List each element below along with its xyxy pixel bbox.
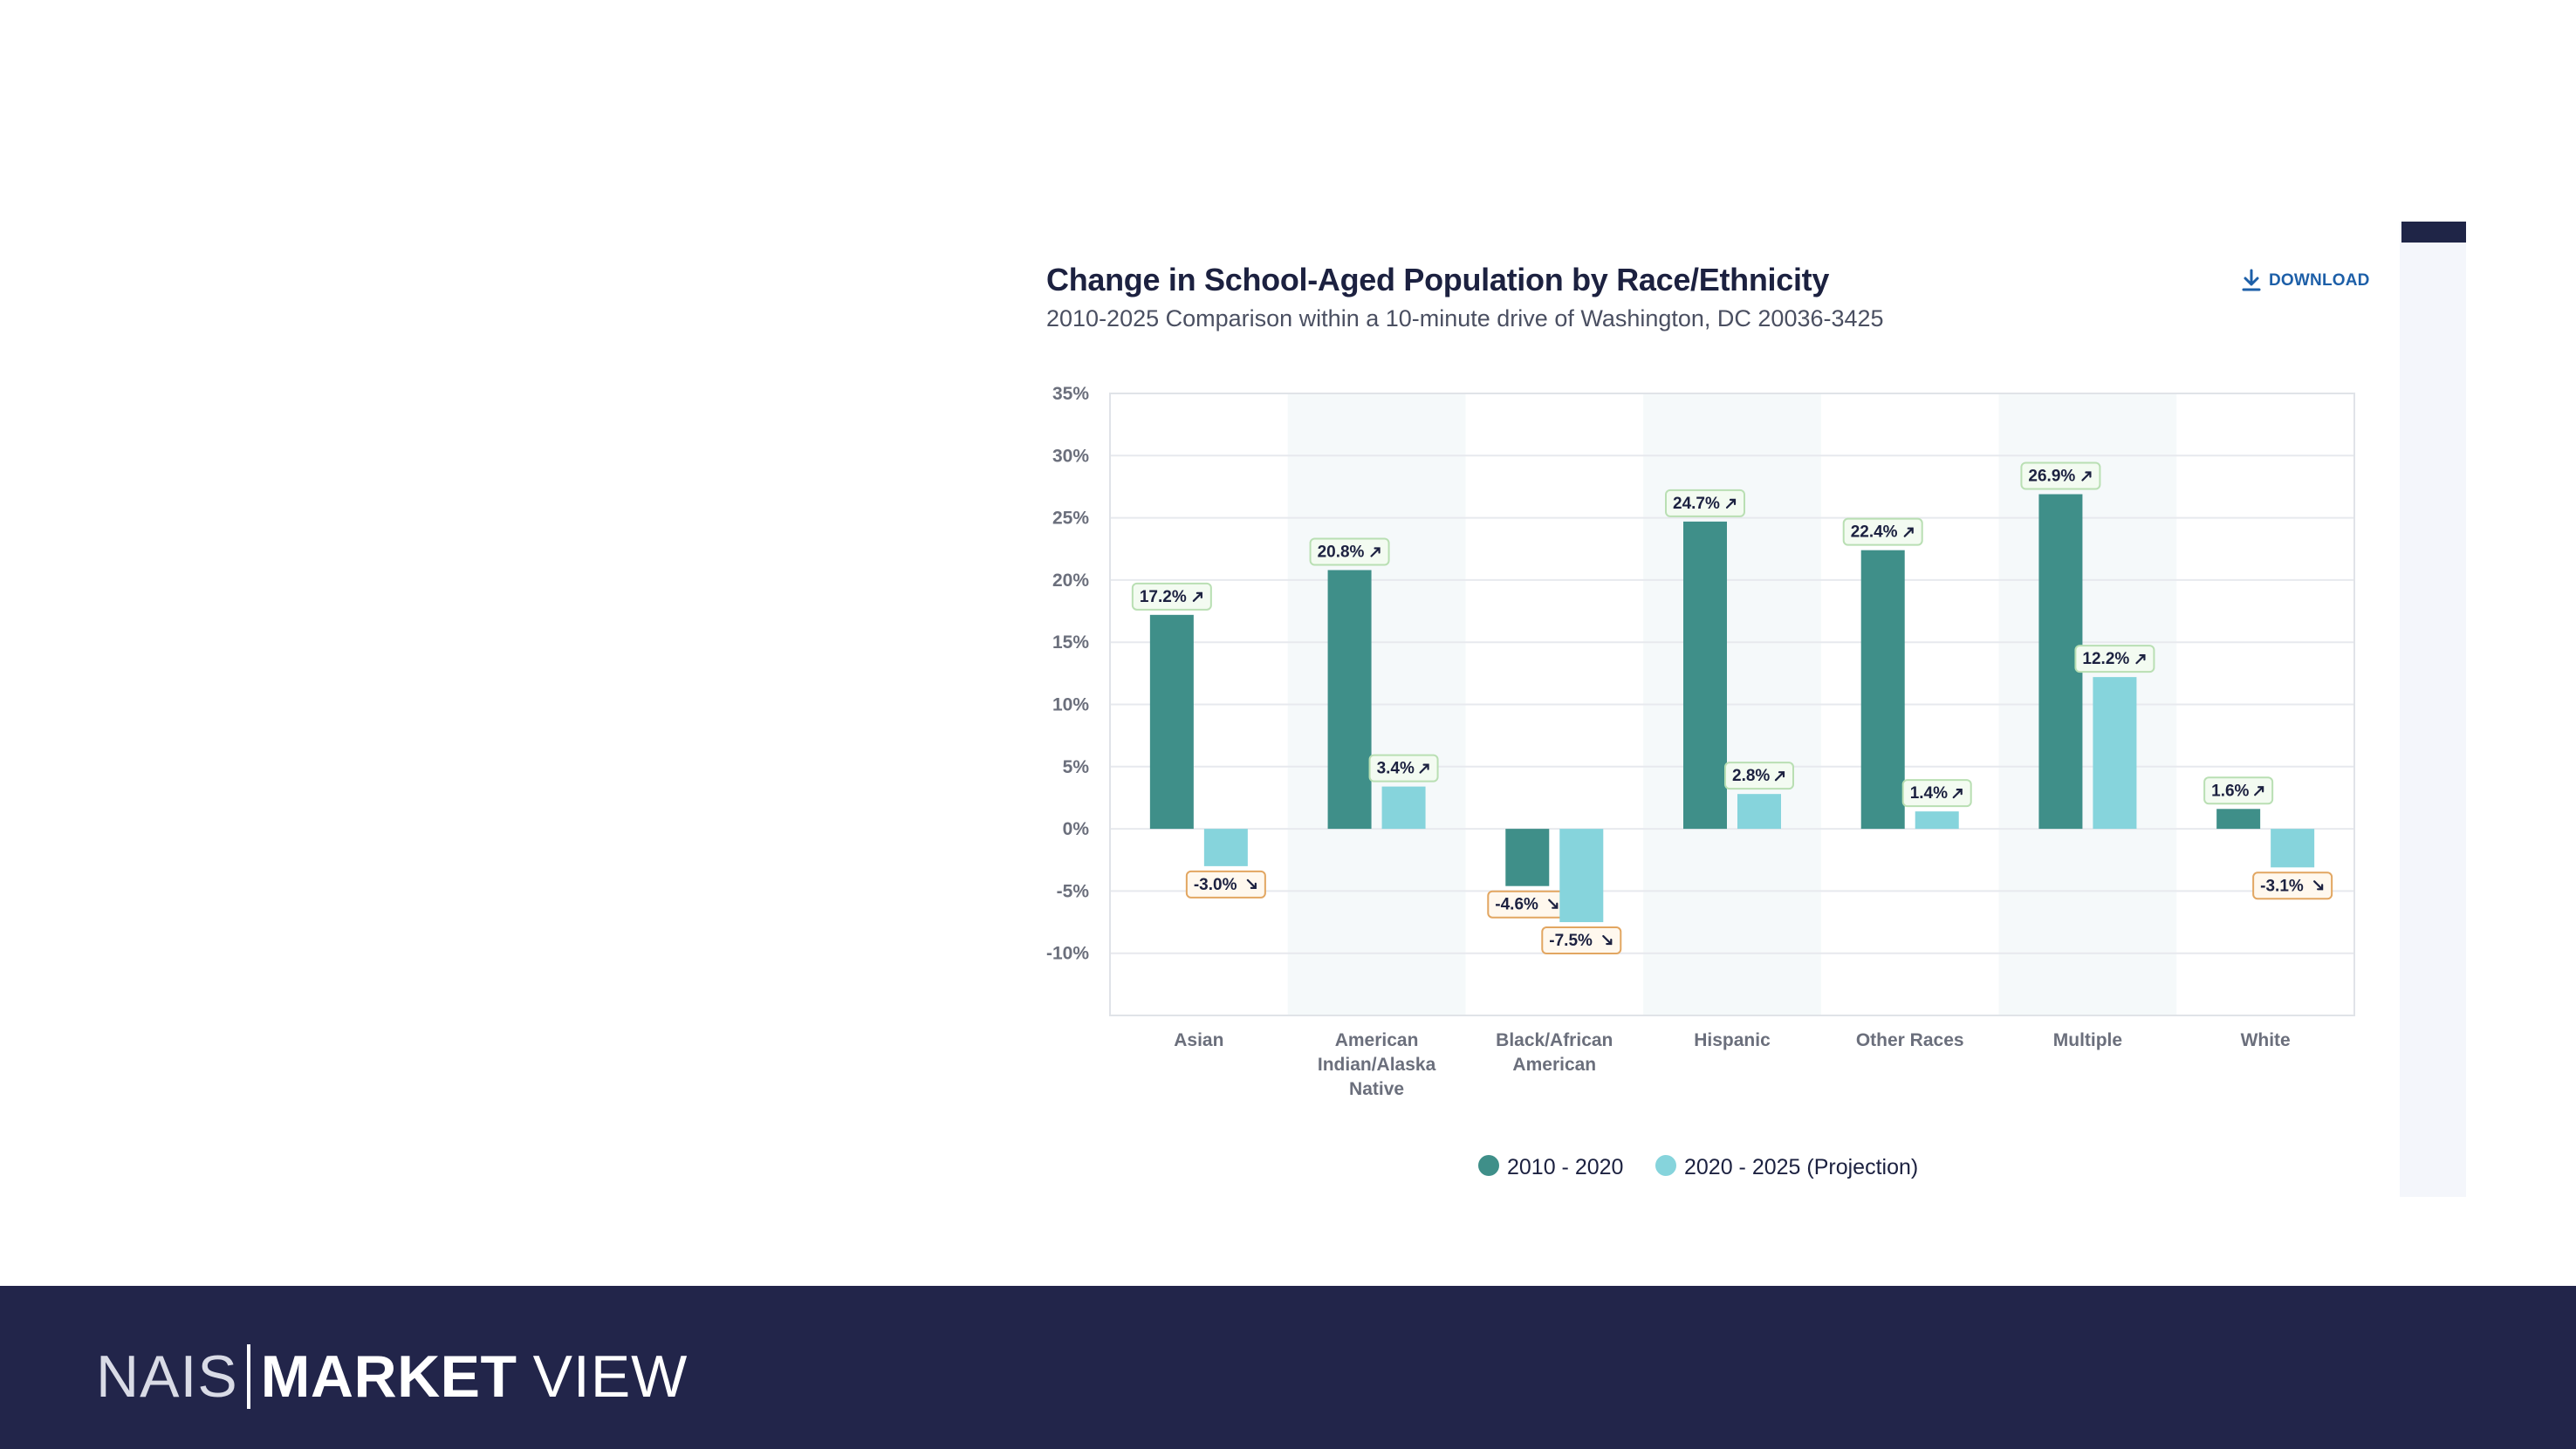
side-rail-handle[interactable]	[2401, 222, 2466, 243]
data-label-badge	[2252, 871, 2333, 900]
y-tick-label: 35%	[1052, 384, 1089, 404]
x-category-label: White	[2241, 1030, 2291, 1050]
data-label: 17.2%	[1140, 588, 1187, 606]
x-category-label: American	[1512, 1055, 1596, 1075]
data-label: 20.8%	[1318, 543, 1365, 561]
arrow-up-right-icon	[2254, 786, 2264, 796]
bar[interactable]	[1737, 794, 1781, 830]
data-label: 2.8%	[1732, 767, 1770, 785]
data-label-badge	[1665, 489, 1745, 517]
legend-swatch[interactable]	[1478, 1155, 1499, 1176]
arrow-up-right-icon	[1419, 763, 1429, 774]
bar[interactable]	[2216, 809, 2261, 830]
y-tick-label: 10%	[1052, 695, 1089, 715]
y-tick-label: 15%	[1052, 632, 1089, 653]
brand-market: MARKET	[260, 1343, 517, 1410]
data-label: -3.0%	[1194, 876, 1237, 894]
legend-label[interactable]: 2010 - 2020	[1507, 1155, 1623, 1179]
data-label-badge	[1131, 582, 1212, 611]
footer-bar	[0, 1286, 2576, 1449]
data-label-badge	[2203, 776, 2274, 805]
bar[interactable]	[2093, 677, 2137, 830]
x-category-label: American	[1335, 1030, 1419, 1050]
data-label-badge	[1724, 762, 1794, 790]
x-category-label: Black/African	[1496, 1030, 1613, 1050]
data-label-badge	[1541, 926, 1622, 955]
download-icon	[2241, 269, 2262, 293]
arrow-down-right-icon	[1246, 878, 1257, 889]
arrow-up-right-icon	[1952, 789, 1963, 799]
y-tick-label: 30%	[1052, 446, 1089, 466]
data-label-badge	[1901, 779, 1972, 808]
arrow-up-right-icon	[1774, 771, 1785, 782]
bar[interactable]	[1915, 811, 1959, 830]
x-category-label: Other Races	[1856, 1030, 1964, 1050]
arrow-down-right-icon	[2313, 880, 2324, 891]
bar[interactable]	[1203, 829, 1248, 866]
y-tick-label: 0%	[1063, 819, 1090, 839]
data-label: 1.6%	[2211, 782, 2249, 800]
data-label: 24.7%	[1673, 495, 1720, 513]
data-label: 1.4%	[1910, 784, 1948, 803]
brand-view: VIEW	[532, 1343, 689, 1410]
side-scroll-rail[interactable]	[2400, 222, 2466, 1197]
bar[interactable]	[1559, 829, 1604, 923]
brand-separator	[246, 1344, 250, 1409]
data-label: 22.4%	[1851, 523, 1898, 542]
x-category-label: Asian	[1174, 1030, 1223, 1050]
download-label: DOWNLOAD	[2269, 271, 2370, 290]
data-label: 26.9%	[2028, 468, 2075, 486]
y-tick-label: 20%	[1052, 571, 1089, 591]
x-category-label: Multiple	[2053, 1030, 2122, 1050]
bar-chart: 35% 30% 25% 20% 15% 10% 5% 0% -5% -10% 17.2% 20.8% -…	[1046, 384, 2355, 1179]
brand-logo: NAIS MARKET VIEW	[96, 1342, 688, 1411]
data-label: -3.1%	[2260, 877, 2304, 895]
data-label-badge	[1309, 537, 1390, 566]
arrow-down-right-icon	[1548, 899, 1559, 909]
data-label-badge	[2074, 645, 2155, 673]
data-label-badge	[1185, 870, 1266, 899]
data-label: 12.2%	[2082, 650, 2129, 668]
plot-frame	[1109, 393, 2355, 1016]
bar[interactable]	[1327, 570, 1372, 830]
data-label-badge	[2020, 461, 2101, 490]
chart-title: Change in School-Aged Population by Race…	[1046, 262, 1830, 297]
arrow-up-right-icon	[1903, 527, 1914, 537]
data-label: -7.5%	[1549, 932, 1593, 950]
legend-label[interactable]: 2020 - 2025 (Projection)	[1684, 1155, 1918, 1179]
chart-subtitle: 2010-2025 Comparison within a 10-minute …	[1046, 305, 1884, 331]
arrow-down-right-icon	[1602, 934, 1613, 946]
y-tick-label: -5%	[1057, 881, 1090, 901]
arrow-up-right-icon	[2081, 471, 2092, 482]
x-category-label: Indian/Alaska	[1318, 1055, 1436, 1075]
data-label: -4.6%	[1495, 896, 1538, 914]
data-label-badge	[1368, 754, 1439, 783]
bar[interactable]	[2271, 829, 2315, 868]
y-tick-label: -10%	[1046, 944, 1089, 964]
arrow-up-right-icon	[1192, 591, 1202, 602]
y-tick-label: 5%	[1063, 757, 1090, 777]
x-category-label: Native	[1349, 1079, 1404, 1099]
bar[interactable]	[1149, 614, 1194, 830]
bar[interactable]	[1381, 786, 1426, 830]
y-tick-label: 25%	[1052, 509, 1089, 529]
brand-nais: NAIS	[96, 1343, 238, 1410]
arrow-up-right-icon	[2135, 654, 2146, 665]
x-category-label: Hispanic	[1694, 1030, 1771, 1050]
arrow-up-right-icon	[1725, 498, 1737, 509]
bar[interactable]	[1860, 550, 1905, 830]
data-label-badge	[1842, 517, 1923, 546]
data-label: 3.4%	[1377, 760, 1415, 778]
bar[interactable]	[1505, 829, 1550, 886]
arrow-up-right-icon	[1370, 547, 1380, 557]
bar[interactable]	[1683, 521, 1727, 830]
download-button[interactable]: DOWNLOAD	[2241, 265, 2370, 297]
legend-swatch[interactable]	[1655, 1155, 1676, 1176]
